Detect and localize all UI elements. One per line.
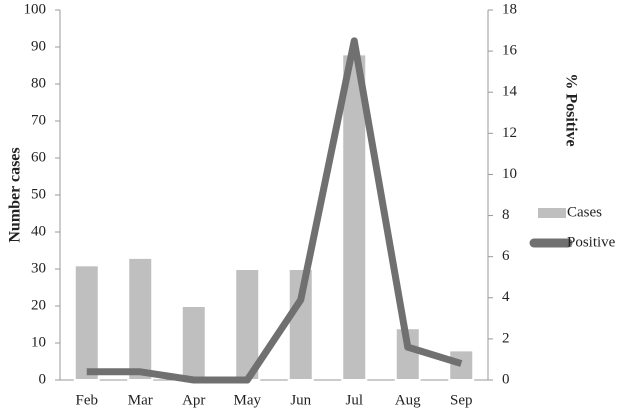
y-tick-label: 80 — [31, 75, 46, 91]
y2-tick-label: 2 — [502, 330, 510, 346]
y-tick-label: 10 — [31, 334, 46, 350]
y2-tick-label: 16 — [502, 43, 518, 59]
y2-tick-label: 12 — [502, 125, 517, 141]
line — [86, 37, 463, 384]
y-tick-label: 0 — [39, 371, 47, 387]
y-tick-label: 50 — [31, 186, 46, 202]
y2-tick-label: 0 — [502, 371, 510, 387]
x-tick-label: Feb — [76, 392, 99, 408]
bar — [127, 256, 154, 381]
y-tick-label: 90 — [31, 38, 46, 54]
legend-swatch — [538, 208, 566, 218]
y-tick-label: 20 — [31, 297, 46, 313]
x-tick-label: Jun — [290, 392, 311, 408]
y2-tick-label: 4 — [502, 289, 510, 305]
legend-label: Cases — [567, 204, 602, 220]
y-axis-label: Number cases — [7, 147, 24, 242]
x-tick-label: Aug — [395, 392, 421, 408]
bar — [73, 264, 100, 381]
x-tick-label: Sep — [450, 392, 473, 408]
y2-tick-label: 18 — [502, 1, 517, 17]
y2-axis-label: % Positive — [562, 73, 579, 146]
y-tick-label: 30 — [31, 260, 46, 276]
y2-tick-label: 14 — [502, 84, 518, 100]
y-tick-label: 100 — [24, 1, 47, 17]
bar — [234, 268, 261, 381]
legend-label: Positive — [567, 234, 616, 250]
y2-tick-label: 6 — [502, 248, 510, 264]
bar — [448, 349, 475, 381]
y-tick-label: 70 — [31, 112, 46, 128]
bar — [180, 305, 207, 381]
y-tick-label: 60 — [31, 149, 46, 165]
x-tick-label: Mar — [128, 392, 153, 408]
y2-tick-label: 8 — [502, 207, 510, 223]
x-tick-label: May — [234, 392, 262, 408]
y-tick-label: 40 — [31, 223, 46, 239]
x-tick-label: Apr — [182, 392, 205, 408]
y2-tick-label: 10 — [502, 166, 517, 182]
x-tick-label: Jul — [345, 392, 363, 408]
